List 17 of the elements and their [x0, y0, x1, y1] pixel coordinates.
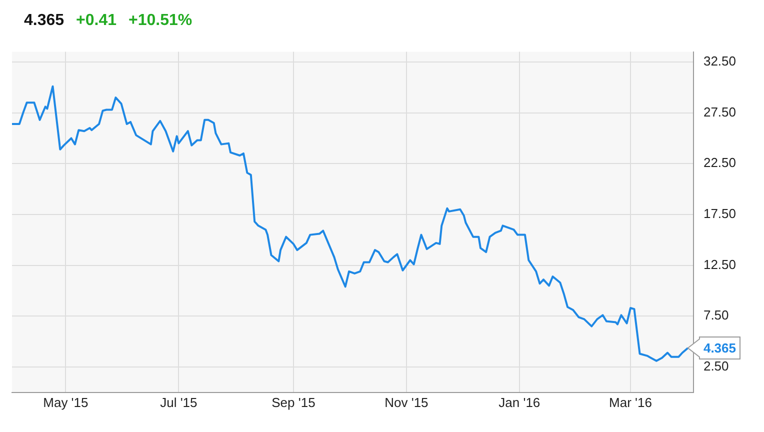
y-tick-label: 2.50: [703, 358, 729, 374]
x-tick-label: May '15: [43, 394, 88, 410]
text: +0.41: [76, 12, 117, 30]
y-tick-label: 12.50: [703, 256, 736, 272]
text: +10.51%: [128, 12, 192, 30]
text: 4.365: [24, 12, 64, 30]
y-tick-label: 27.50: [703, 104, 736, 120]
annotation: 4.365: [703, 340, 736, 356]
y-tick-label: 22.50: [703, 155, 736, 170]
x-tick-label: Mar '16: [609, 394, 652, 410]
y-tick-label: 32.50: [703, 54, 736, 69]
x-tick-label: Jul '15: [160, 394, 198, 410]
y-tick-label: 7.50: [703, 308, 729, 323]
y-tick-label: 17.50: [703, 206, 736, 222]
x-tick-label: Nov '15: [384, 394, 428, 410]
x-tick-label: Sep '15: [272, 394, 316, 410]
x-tick-label: Jan '16: [498, 394, 540, 410]
